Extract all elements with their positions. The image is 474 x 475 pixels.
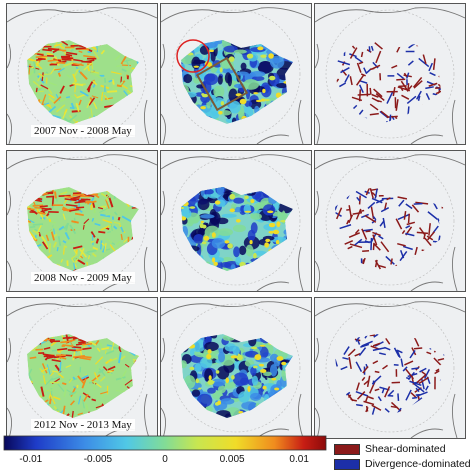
coastline [7, 113, 12, 144]
highlight-circle [176, 39, 210, 73]
shear-swatch [334, 443, 360, 455]
map-panel [160, 3, 312, 145]
map-panel [160, 297, 312, 439]
coastline [161, 7, 311, 23]
coastline [315, 301, 465, 317]
colorbar-gradient [3, 435, 327, 451]
map-panel: 2008 Nov - 2009 May [6, 150, 158, 292]
coastline [144, 393, 150, 438]
coastline [452, 99, 458, 144]
map-panel: 2007 Nov - 2008 May [6, 3, 158, 145]
coastline [7, 154, 157, 170]
highlight-box [195, 56, 249, 112]
coastline [161, 190, 166, 216]
colorbar-tick-label: 0 [162, 454, 168, 465]
legend-item-shear: Shear-dominated [334, 443, 446, 455]
map-panel [314, 3, 466, 145]
legend-label-shear: Shear-dominated [365, 443, 446, 455]
colorbar-tick-label: -0.005 [83, 454, 113, 465]
coastline [161, 337, 166, 363]
coastline [298, 246, 304, 291]
coastline [161, 407, 166, 438]
coastline [144, 246, 150, 291]
coastline [161, 154, 311, 170]
coastline [315, 43, 320, 69]
legend-label-divergence: Divergence-dominated [365, 458, 471, 470]
coastline [7, 301, 157, 317]
coastline [315, 407, 320, 438]
coastline [161, 113, 166, 144]
coastline [298, 99, 304, 144]
coastline [7, 407, 12, 438]
coastline [161, 301, 311, 317]
coastline [298, 393, 304, 438]
period-label: 2007 Nov - 2008 May [31, 125, 135, 137]
map-panel [314, 150, 466, 292]
map-panel [160, 150, 312, 292]
coastline [315, 190, 320, 216]
coastline [256, 281, 290, 291]
coastline [7, 190, 12, 216]
map-panel [314, 297, 466, 439]
map-panel: 2012 Nov - 2013 May [6, 297, 158, 439]
coastline [315, 154, 465, 170]
coastline [315, 7, 465, 23]
coastline [452, 246, 458, 291]
colorbar: -0.01 -0.005 0 0.005 0.01 [0, 434, 330, 475]
coastline [315, 337, 320, 363]
coastline [315, 260, 320, 291]
coastline [7, 43, 12, 69]
colorbar-tick-label: 0.01 [289, 454, 309, 465]
coastline [410, 428, 444, 438]
period-label: 2008 Nov - 2009 May [31, 272, 135, 284]
period-label: 2012 Nov - 2013 May [31, 419, 135, 431]
coastline [144, 99, 150, 144]
coastline [256, 134, 290, 144]
coastline [161, 260, 166, 291]
divergence-swatch [334, 458, 360, 470]
coastline [452, 393, 458, 438]
coastline [161, 43, 166, 69]
coastline [315, 113, 320, 144]
legend-item-divergence: Divergence-dominated [334, 458, 471, 470]
colorbar-tick-label: 0.005 [219, 454, 245, 465]
coastline [410, 281, 444, 291]
sea-ice-field [27, 187, 139, 271]
coastline [410, 134, 444, 144]
coastline [7, 337, 12, 363]
colorbar-tick-label: -0.01 [19, 454, 43, 465]
coastline [7, 7, 157, 23]
coastline [7, 260, 12, 291]
